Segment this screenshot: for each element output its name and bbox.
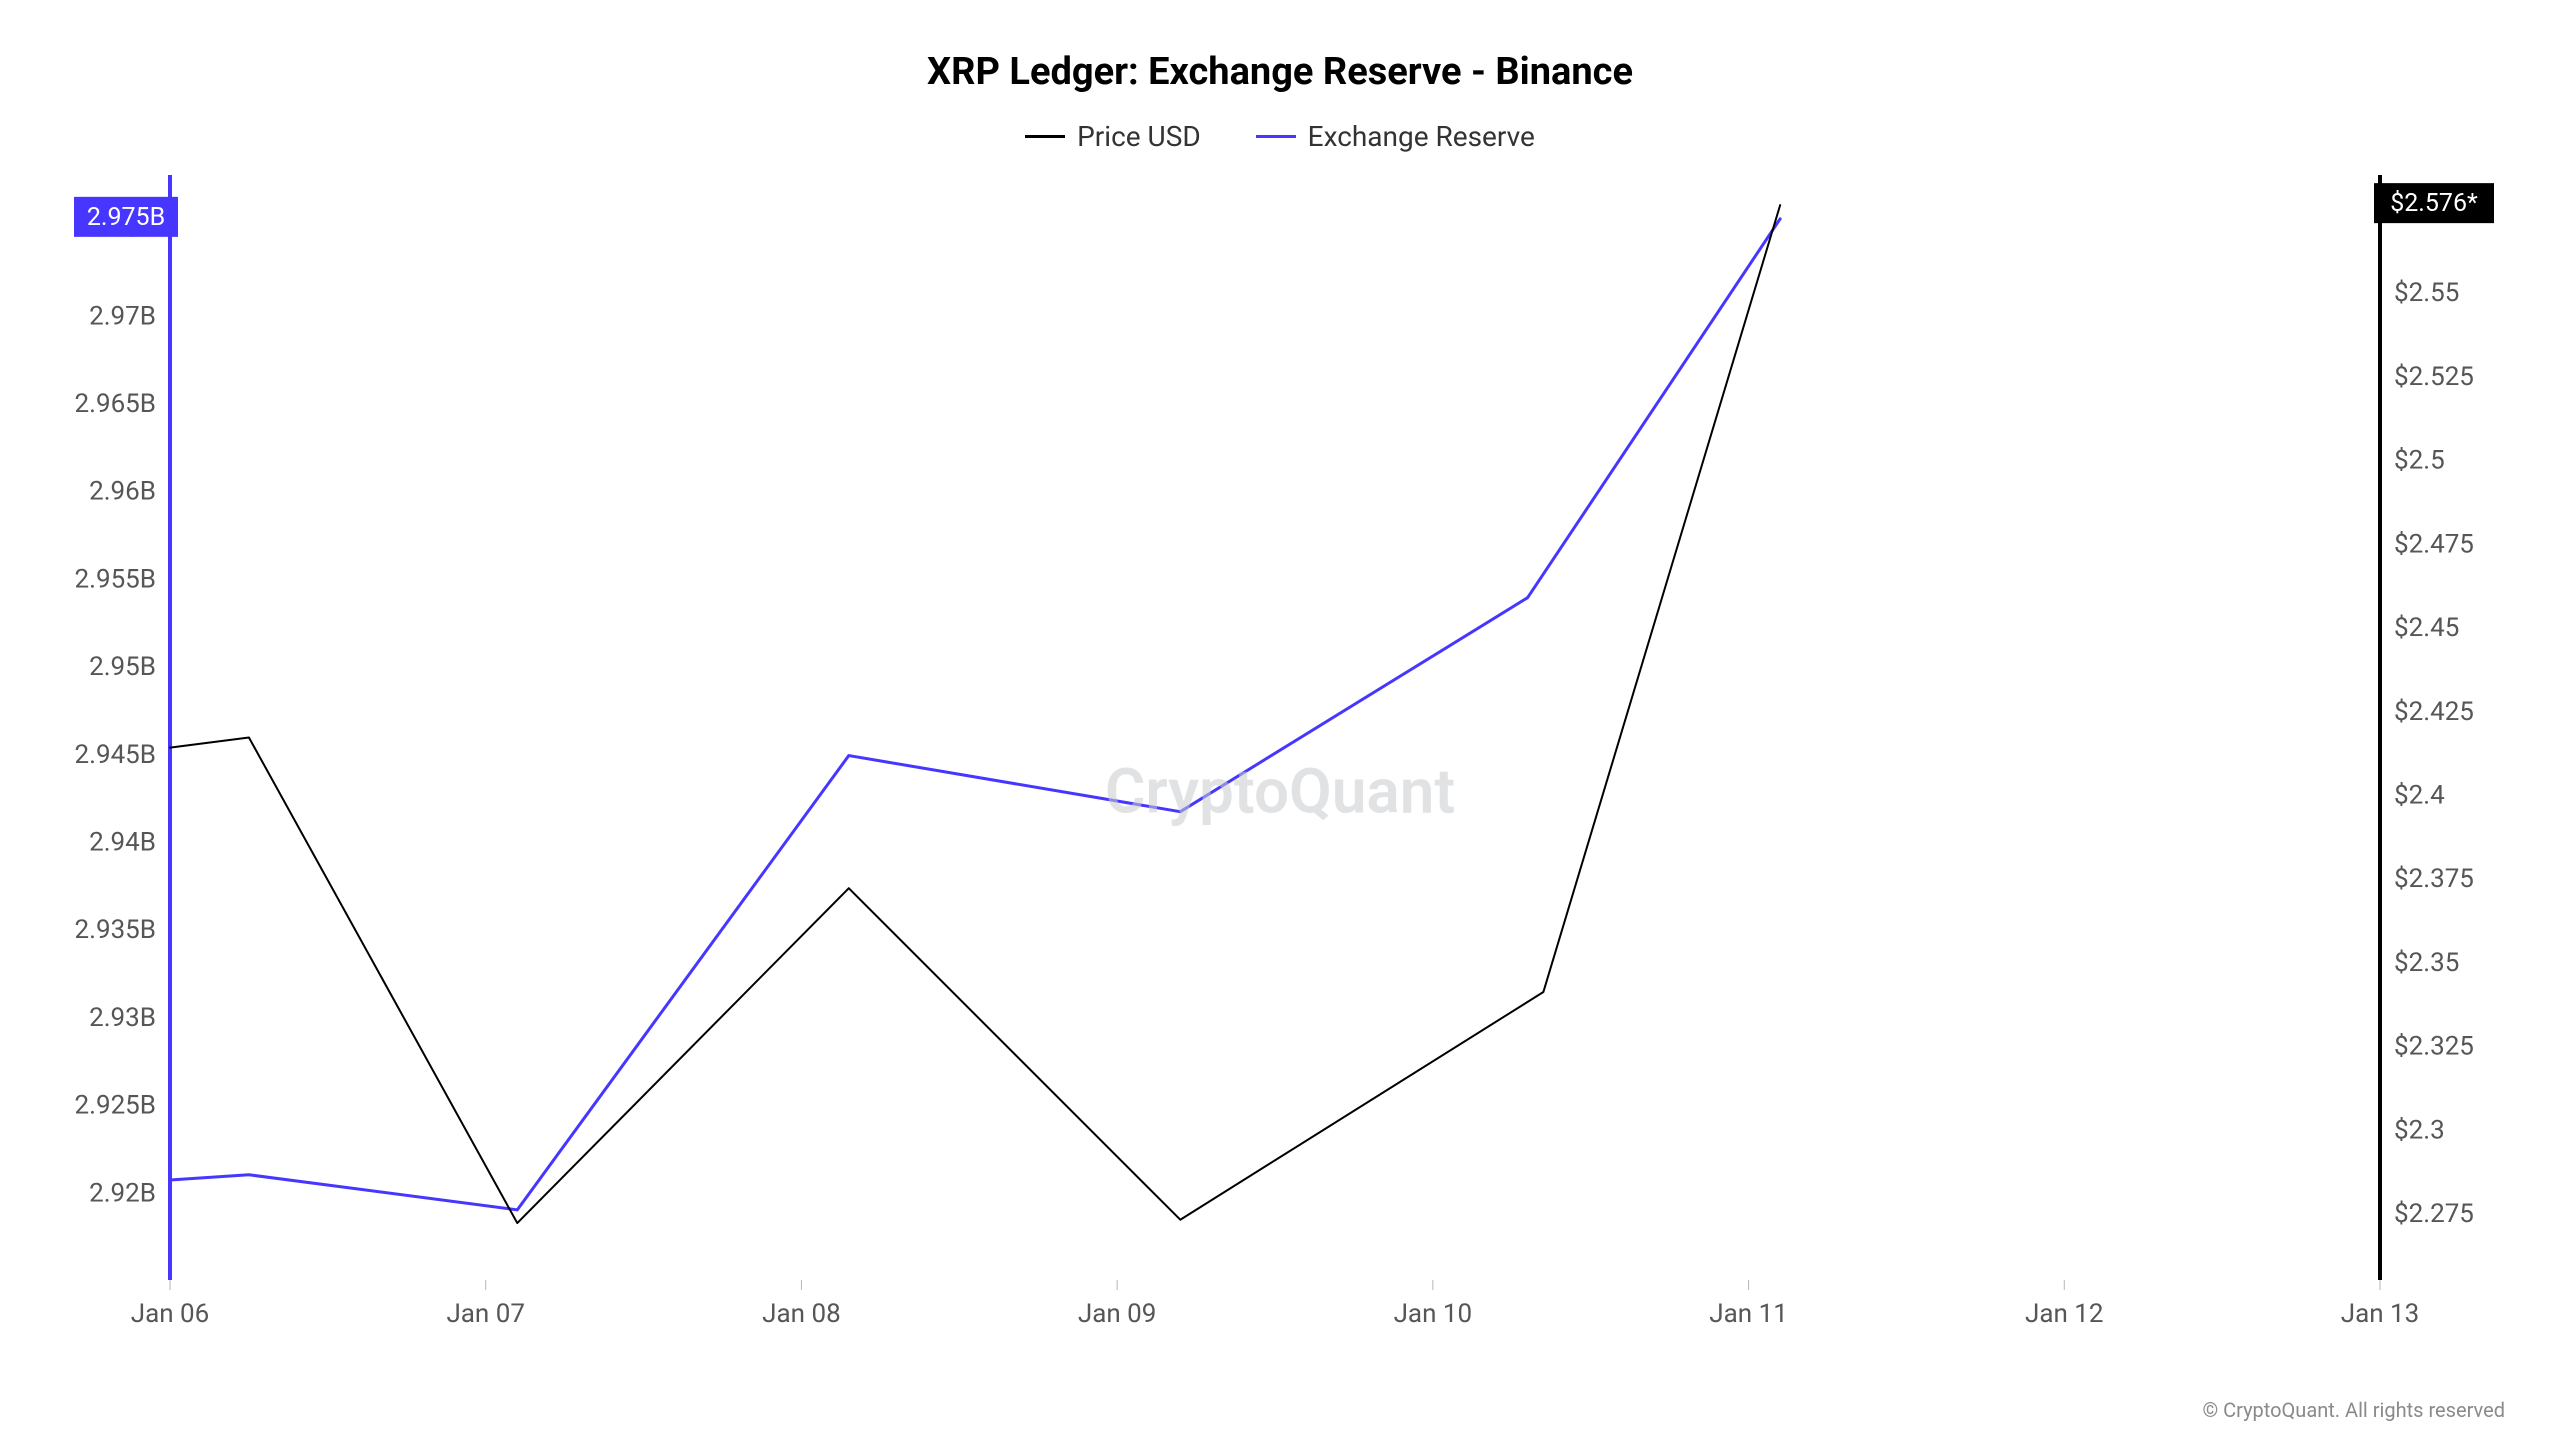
legend-label-reserve: Exchange Reserve <box>1308 120 1535 153</box>
x-tick-label: Jan 07 <box>446 1299 525 1329</box>
right-tick-label: $2.45 <box>2394 613 2459 643</box>
plot-area: 2.92B 2.925B 2.93B 2.935B 2.94B 2.945B 2.95B 2.… <box>50 175 2510 1340</box>
right-tick-label: $2.4 <box>2394 780 2445 810</box>
legend-item-price: Price USD <box>1025 120 1201 153</box>
left-end-label: 2.975B <box>87 203 165 232</box>
right-tick-label: $2.35 <box>2394 948 2459 978</box>
line-exchange-reserve <box>170 219 1780 1210</box>
left-tick-label: 2.965B <box>74 389 156 419</box>
x-tick-label: Jan 11 <box>1709 1299 1788 1329</box>
x-tick-label: Jan 06 <box>131 1299 210 1329</box>
legend-swatch-price <box>1025 135 1065 138</box>
left-tick-label: 2.925B <box>74 1091 156 1121</box>
left-tick-label: 2.92B <box>89 1178 156 1208</box>
plot-svg: 2.92B 2.925B 2.93B 2.935B 2.94B 2.945B 2.95B 2.… <box>50 175 2510 1340</box>
left-tick-label: 2.955B <box>74 564 156 594</box>
left-tick-label: 2.93B <box>89 1003 156 1033</box>
right-tick-label: $2.275 <box>2394 1199 2474 1229</box>
left-tick-label: 2.935B <box>74 915 156 945</box>
right-tick-label: $2.475 <box>2394 529 2474 559</box>
legend: Price USD Exchange Reserve <box>50 112 2510 153</box>
x-tick-label: Jan 10 <box>1394 1299 1473 1329</box>
left-tick-label: 2.97B <box>89 301 156 331</box>
chart-title: XRP Ledger: Exchange Reserve - Binance <box>50 50 2510 94</box>
legend-swatch-reserve <box>1256 135 1296 138</box>
right-tick-label: $2.525 <box>2394 362 2474 392</box>
right-tick-label: $2.425 <box>2394 697 2474 727</box>
left-tick-label: 2.945B <box>74 740 156 770</box>
left-tick-label: 2.95B <box>89 652 156 682</box>
x-tick-label: Jan 13 <box>2341 1299 2420 1329</box>
left-tick-label: 2.96B <box>89 477 156 507</box>
x-tick-label: Jan 08 <box>762 1299 841 1329</box>
x-tick-label: Jan 09 <box>1078 1299 1157 1329</box>
right-tick-label: $2.5 <box>2394 446 2445 476</box>
right-tick-label: $2.375 <box>2394 864 2474 894</box>
right-tick-label: $2.325 <box>2394 1032 2474 1062</box>
right-end-label: $2.576* <box>2390 189 2478 218</box>
copyright-text: © CryptoQuant. All rights reserved <box>2202 1398 2505 1422</box>
legend-item-reserve: Exchange Reserve <box>1256 120 1535 153</box>
right-tick-label: $2.55 <box>2394 278 2459 308</box>
right-tick-label: $2.3 <box>2394 1115 2445 1145</box>
x-tick-label: Jan 12 <box>2025 1299 2104 1329</box>
legend-label-price: Price USD <box>1077 120 1201 153</box>
chart-container: XRP Ledger: Exchange Reserve - Binance P… <box>0 0 2560 1440</box>
left-tick-label: 2.94B <box>89 828 156 858</box>
line-price-usd <box>170 205 1780 1223</box>
